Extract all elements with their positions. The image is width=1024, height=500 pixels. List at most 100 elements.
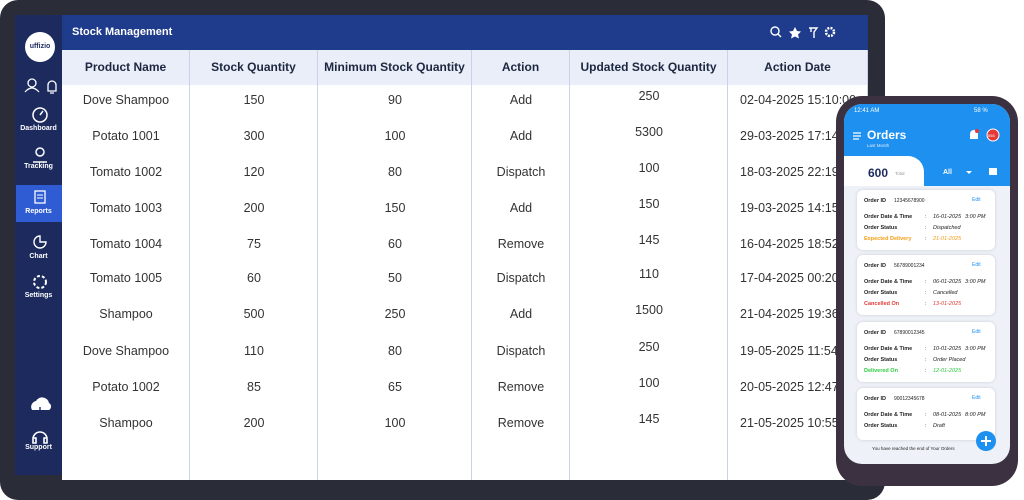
table-cell: 100 — [638, 376, 660, 390]
toolbar-icons[interactable] — [767, 24, 847, 42]
table-cell: Potato 1001 — [92, 129, 160, 143]
table-cell: 19-05-2025 11:54 — [740, 344, 838, 358]
table-cell: 500 — [243, 307, 265, 321]
field-value: 10-01-2025 — [933, 346, 962, 352]
phone-title: Orders — [867, 128, 907, 142]
nav-item[interactable]: Chart — [29, 253, 48, 260]
column-divider — [189, 85, 190, 480]
field-separator: : — [925, 346, 927, 352]
table-cell: 02-04-2025 15:10:00 — [740, 93, 857, 107]
edit-link[interactable]: Edit — [972, 329, 981, 335]
edit-link[interactable]: Edit — [972, 197, 981, 203]
field-label: Order Date & Time — [864, 346, 913, 352]
field-label: Order Status — [864, 423, 898, 429]
table-cell: Shampoo — [99, 416, 153, 430]
stock-table: Product Name Stock Quantity Minimum Stock … — [62, 50, 868, 480]
field-label: Expected Delivery — [864, 236, 912, 242]
table-cell: 19-03-2025 14:15 — [740, 201, 839, 215]
field-label: Order Date & Time — [864, 279, 913, 285]
field-label: Order Date & Time — [864, 214, 913, 220]
table-cell: 17-04-2025 00:20 — [740, 271, 839, 285]
field-value: 3:00 PM — [965, 346, 986, 352]
table-cell: 200 — [243, 416, 265, 430]
table-cell: Add — [509, 129, 533, 143]
table-cell: 80 — [388, 344, 402, 358]
field-separator: : — [925, 368, 927, 374]
nav-item[interactable]: Support — [25, 444, 52, 451]
field-value: Draft — [933, 423, 945, 429]
field-value: Order Placed — [933, 357, 966, 363]
field-separator: : — [925, 225, 927, 231]
table-cell: Remove — [497, 380, 545, 394]
table-cell: 21-05-2025 10:55 — [740, 416, 839, 430]
field-value: 21-01-2025 — [933, 236, 962, 242]
total-label: Total — [895, 171, 905, 176]
table-cell: 90 — [388, 93, 402, 107]
page-title: Stock Management — [72, 26, 173, 38]
table-cell: 80 — [388, 165, 402, 179]
edit-link[interactable]: Edit — [972, 395, 981, 401]
sidebar-icons — [16, 32, 62, 444]
filter-dropdown[interactable]: All — [943, 169, 952, 176]
nav-item[interactable]: Tracking — [24, 163, 53, 170]
field-label: Delivered On — [864, 368, 898, 374]
field-value: 3:00 PM — [965, 214, 986, 220]
column-header: Minimum Stock Quantity — [318, 50, 472, 85]
field-value: 8:00 PM — [965, 412, 986, 418]
table-cell: 60 — [388, 237, 402, 251]
add-icon — [985, 436, 987, 446]
field-label: Order Date & Time — [864, 412, 913, 418]
table-cell: Tomato 1002 — [89, 165, 163, 179]
nav-item[interactable]: Settings — [24, 292, 53, 299]
field-value: 06-01-2025 — [933, 279, 962, 285]
phone-screen: 12:41 AM 58 % Orders Last Month 555 600 Total A… — [844, 104, 1010, 464]
edit-link[interactable]: Edit — [972, 262, 981, 268]
table-cell: 120 — [243, 165, 265, 179]
field-value: 08-01-2025 — [933, 412, 962, 418]
column-header: Product Name — [62, 50, 190, 85]
order-id-label: Order ID — [864, 330, 887, 336]
table-cell: 110 — [244, 344, 264, 358]
table-cell: 145 — [638, 233, 660, 247]
table-cell: 200 — [243, 201, 265, 215]
column-header: Action — [472, 50, 570, 85]
field-separator: : — [925, 214, 927, 220]
order-card[interactable]: Order ID 90012345678 Edit Order Date & Time… — [857, 388, 995, 440]
table-cell: Tomato 1004 — [89, 237, 163, 251]
top-bar: Stock Management — [62, 15, 868, 50]
field-value: Cancelled — [933, 290, 958, 296]
list-footer: You have reached the end of Your Orders — [872, 446, 955, 451]
table-cell: 75 — [247, 237, 261, 251]
column-divider — [317, 85, 318, 480]
field-label: Order Status — [864, 357, 898, 363]
field-separator: : — [925, 236, 927, 242]
order-id-label: Order ID — [864, 198, 887, 204]
order-card[interactable]: Order ID 56789001234 Edit Order Date & Time… — [857, 255, 995, 315]
sidebar: uffizio Dashboard Tracking Reports Chart Set… — [15, 15, 62, 475]
battery: 58 % — [974, 108, 988, 114]
header-icons[interactable] — [844, 104, 1010, 186]
field-value: 16-01-2025 — [933, 214, 962, 220]
nav-item[interactable]: Reports — [25, 208, 52, 215]
order-card[interactable]: Order ID 12345678900 Edit Order Date & Time… — [857, 190, 995, 250]
order-card[interactable]: Order ID 67890012345 Edit Order Date & Time… — [857, 322, 995, 382]
total-panel — [844, 156, 924, 186]
order-id-label: Order ID — [864, 396, 887, 402]
logo: uffizio — [29, 43, 51, 50]
table-cell: 250 — [384, 307, 406, 321]
table-cell: 65 — [388, 380, 402, 394]
table-cell: 21-04-2025 19:36 — [740, 307, 839, 321]
table-cell: Potato 1002 — [92, 380, 160, 394]
table-cell: 18-03-2025 22:19 — [740, 165, 839, 179]
column-header: Updated Stock Quantity — [570, 50, 728, 85]
table-cell: Tomato 1005 — [89, 271, 163, 285]
table-cell: 150 — [384, 201, 406, 215]
nav-item[interactable]: Dashboard — [20, 125, 57, 132]
column-divider — [727, 85, 728, 480]
table-cell: 50 — [388, 271, 402, 285]
field-value: 13-01-2025 — [933, 301, 962, 307]
notification-badge: 555 — [988, 133, 995, 138]
table-cell: 100 — [384, 129, 406, 143]
order-id-label: Order ID — [864, 263, 887, 269]
